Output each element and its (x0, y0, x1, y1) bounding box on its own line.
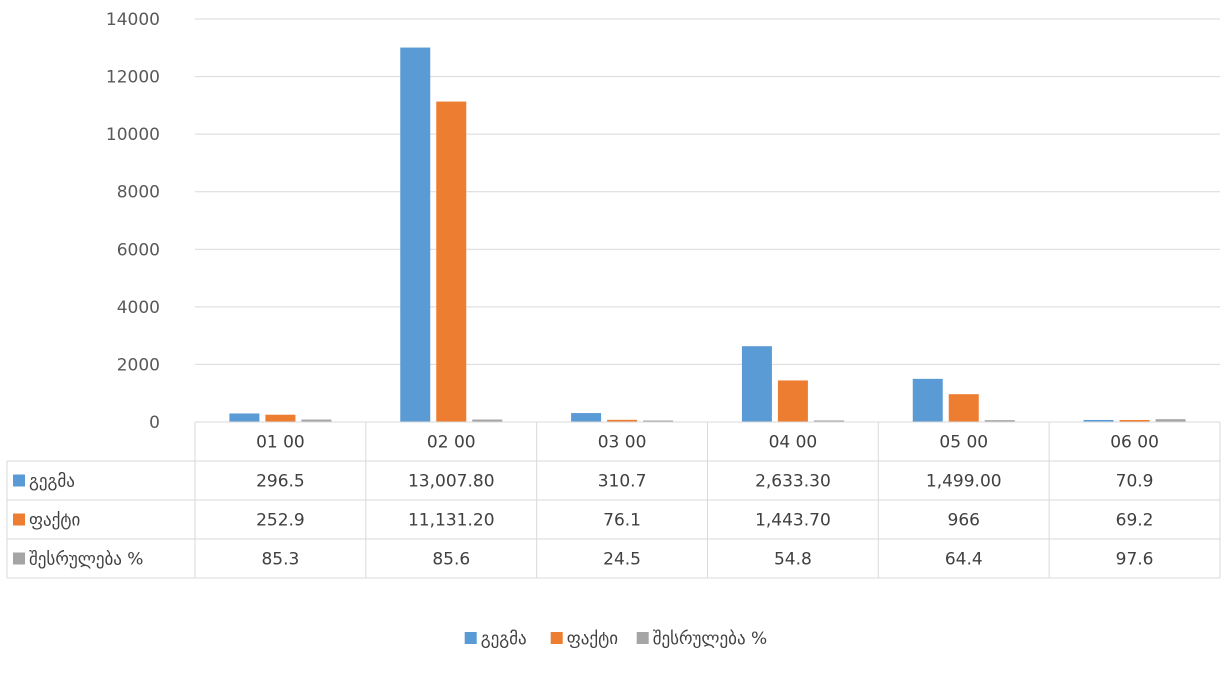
y-tick-label: 6000 (117, 240, 160, 260)
y-tick-label: 14000 (106, 10, 160, 30)
x-tick-label: 01 00 (256, 433, 305, 453)
bar (777, 380, 808, 422)
bar (643, 420, 674, 422)
data-label: 97.6 (1116, 550, 1154, 570)
y-tick-label: 0 (149, 413, 160, 433)
data-label: 85.6 (432, 550, 470, 570)
bar (301, 419, 332, 422)
data-label: 296.5 (256, 472, 305, 492)
data-label: 11,131.20 (408, 511, 495, 531)
data-label: 966 (948, 511, 980, 531)
legend-entry: ფაქტი (567, 629, 618, 649)
y-axis: 0 2000 4000 6000 8000 10000 12000 14000 (106, 10, 160, 433)
legend: გეგმა ფაქტი შესრულება % (464, 629, 767, 649)
series-key (13, 513, 25, 526)
bar (984, 420, 1015, 422)
bars (229, 47, 1186, 423)
series-label: შესრულება % (29, 550, 143, 570)
bar (607, 419, 638, 422)
data-label: 310.7 (598, 472, 647, 492)
series-label: ფაქტი (29, 511, 80, 531)
y-tick-label: 4000 (117, 298, 160, 318)
bar (400, 47, 431, 422)
data-label: 76.1 (603, 511, 641, 531)
y-tick-label: 2000 (117, 355, 160, 375)
legend-key (550, 632, 563, 644)
bar (1155, 419, 1186, 422)
data-label: 2,633.30 (755, 472, 831, 492)
data-label: 85.3 (261, 550, 299, 570)
legend-key (464, 632, 477, 644)
bar (1083, 419, 1114, 422)
y-tick-label: 12000 (106, 68, 160, 88)
series-key (13, 552, 25, 565)
legend-entry: გეგმა (481, 629, 527, 649)
data-label: 54.8 (774, 550, 812, 570)
bar (472, 419, 503, 422)
gridlines (195, 18, 1220, 365)
data-label: 1,499.00 (926, 472, 1002, 492)
bar (912, 378, 943, 422)
bar (741, 346, 772, 422)
data-label: 13,007.80 (408, 472, 495, 492)
bar (571, 413, 602, 422)
y-tick-label: 10000 (106, 125, 160, 145)
bar (436, 101, 467, 423)
series-label: გეგმა (29, 472, 75, 492)
data-table: 01 00 02 00 03 00 04 00 05 00 06 00 გეგმა 296.5… (6, 421, 1221, 579)
series-key (13, 474, 25, 487)
data-label: 252.9 (256, 511, 305, 531)
data-label: 70.9 (1116, 472, 1154, 492)
bar (813, 420, 844, 422)
bar (265, 414, 296, 422)
x-tick-label: 05 00 (939, 433, 988, 453)
data-label: 1,443.70 (755, 511, 831, 531)
x-tick-label: 04 00 (769, 433, 818, 453)
data-label: 64.4 (945, 550, 983, 570)
data-label: 24.5 (603, 550, 641, 570)
bar (229, 413, 260, 422)
legend-entry: შესრულება % (653, 629, 767, 649)
legend-key (636, 632, 649, 644)
bar (1119, 420, 1150, 422)
data-label: 69.2 (1116, 511, 1154, 531)
x-tick-label: 03 00 (598, 433, 647, 453)
bar (948, 394, 979, 422)
x-tick-label: 02 00 (427, 433, 476, 453)
y-tick-label: 8000 (117, 183, 160, 203)
x-tick-label: 06 00 (1110, 433, 1159, 453)
